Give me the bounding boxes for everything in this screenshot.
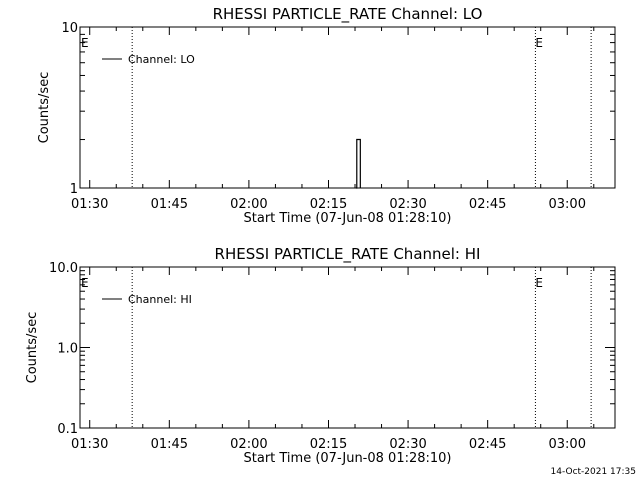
y-tick-label: 10.0 [49,261,78,276]
chart-title: RHESSI PARTICLE_RATE Channel: LO [213,5,483,24]
legend-label: Channel: LO [128,53,195,66]
y-tick-label: 0.1 [57,422,78,437]
annotation-e: E [81,276,89,290]
y-axis-label: Counts/sec [37,72,52,144]
x-tick-label: 02:30 [389,197,426,212]
x-tick-label: 03:00 [549,197,586,212]
x-axis-label: Start Time (07-Jun-08 01:28:10) [244,211,452,226]
x-tick-label: 02:30 [389,437,426,452]
y-axis-label: Counts/sec [25,312,40,384]
y-tick-label: 1 [70,182,78,197]
series-line-channel-lo [355,138,361,189]
plot-frame [79,266,616,429]
x-tick-label: 03:00 [549,437,586,452]
legend-label: Channel: HI [128,293,192,306]
y-tick-label: 1.0 [57,342,78,357]
x-tick-label: 02:00 [230,197,267,212]
x-tick-label: 01:30 [71,197,108,212]
chart-title: RHESSI PARTICLE_RATE Channel: HI [215,245,481,264]
x-tick-label: 02:45 [469,437,506,452]
footer-timestamp: 14-Oct-2021 17:35 [551,467,636,477]
x-tick-label: 02:45 [469,197,506,212]
x-tick-label: 01:30 [71,437,108,452]
x-axis-label: Start Time (07-Jun-08 01:28:10) [244,451,452,466]
chart-panel-2: RHESSI PARTICLE_RATE Channel: HI 01:30 01:… [25,245,616,466]
x-tick-label: 02:15 [310,197,347,212]
annotation-e: E [535,276,543,290]
y-tick-label: 10 [61,21,78,36]
annotation-e: E [535,36,543,50]
chart-panel-1: RHESSI PARTICLE_RATE Channel: LO 01:30 01:… [37,5,616,226]
plot-frame [79,26,616,189]
x-tick-label: 01:45 [151,197,188,212]
annotation-e: E [81,36,89,50]
x-tick-label: 02:00 [230,437,267,452]
x-tick-label: 01:45 [151,437,188,452]
x-tick-label: 02:15 [310,437,347,452]
